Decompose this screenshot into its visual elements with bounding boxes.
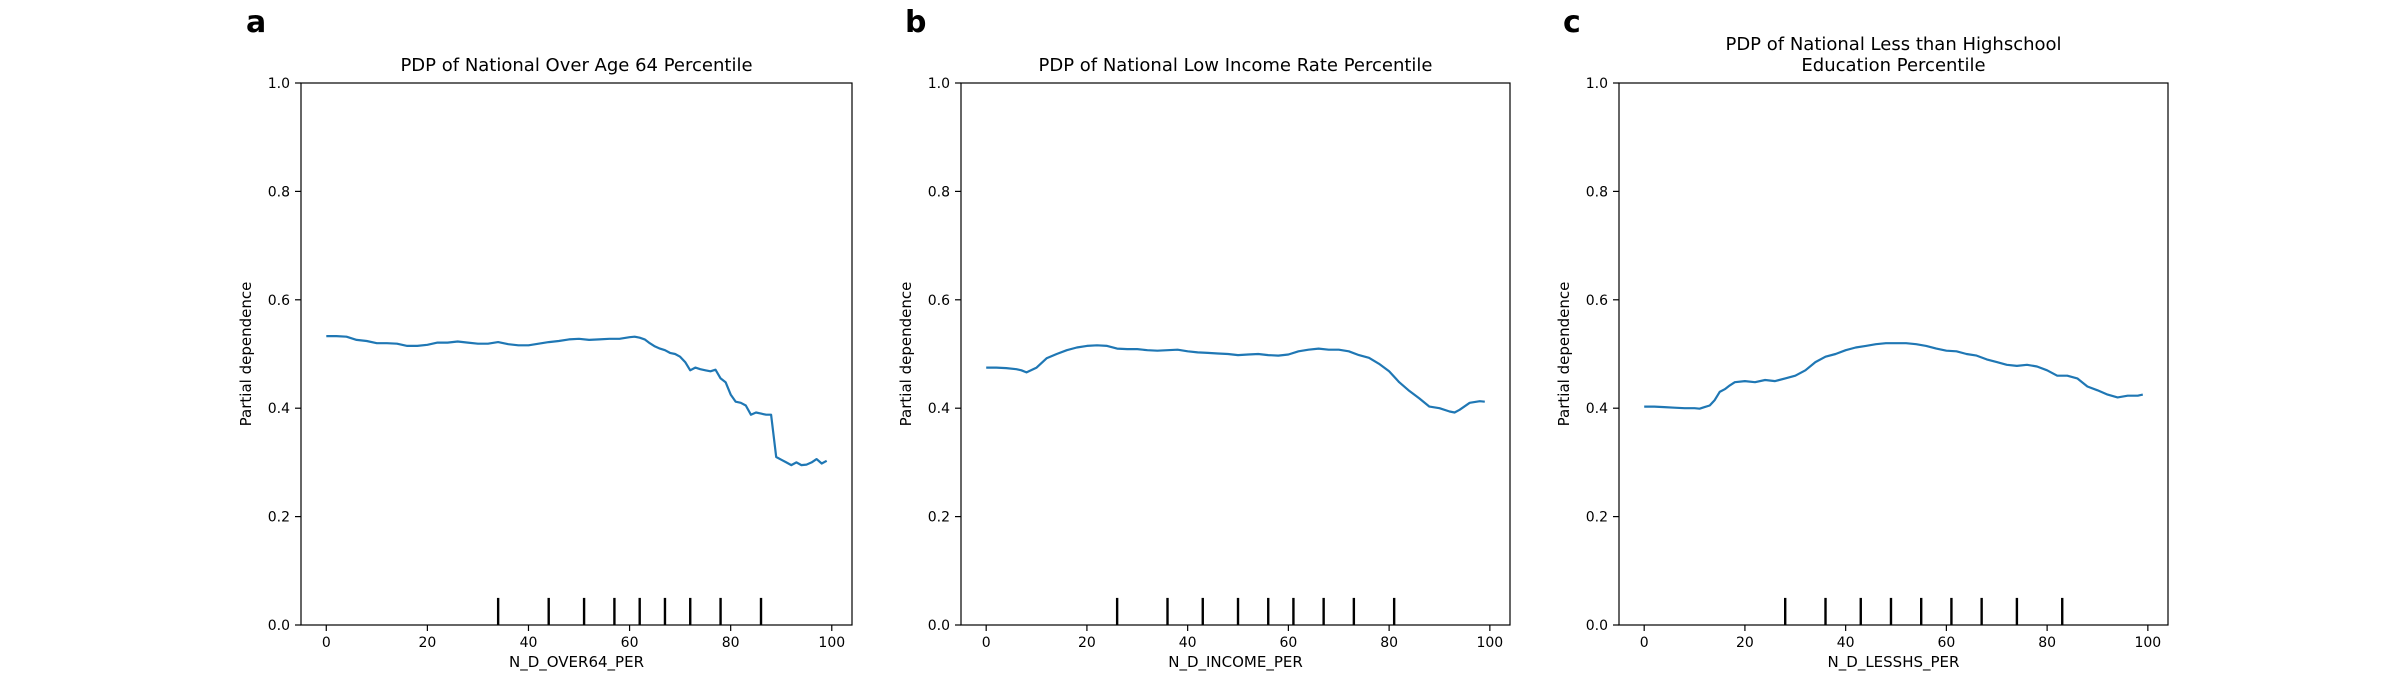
x-tick-label: 40 [1837, 635, 1855, 651]
x-tick-label: 20 [1736, 635, 1754, 651]
x-tick-label: 100 [2134, 635, 2161, 651]
panel-c: c PDP of National Less than HighschoolEdu… [1555, 5, 2169, 672]
plot-frame [300, 82, 853, 626]
y-tick-label: 0.8 [928, 184, 950, 200]
y-tick-label: 1.0 [928, 76, 950, 92]
chart-title: PDP of National Low Income Rate Percenti… [1038, 55, 1432, 76]
y-tick-label: 0.4 [268, 401, 290, 417]
chart-title: PDP of National Less than Highschool [1725, 34, 2061, 55]
y-tick-label: 0.0 [1586, 618, 1608, 634]
x-tick-label: 0 [982, 635, 991, 651]
x-tick-label: 100 [1476, 635, 1503, 651]
panel-letter: c [1563, 5, 1581, 40]
x-axis-label: N_D_INCOME_PER [1168, 653, 1303, 672]
series-line [1644, 342, 2144, 410]
y-axis-label: Partial dependence [897, 282, 915, 427]
x-tick-label: 40 [520, 635, 538, 651]
y-tick-label: 0.2 [268, 510, 290, 526]
x-tick-label: 20 [1078, 635, 1096, 651]
x-tick-label: 60 [1279, 635, 1297, 651]
plot-frame [960, 82, 1511, 626]
plot-frame [1618, 82, 2169, 626]
x-axis-label: N_D_LESSHS_PER [1828, 653, 1960, 672]
x-tick-label: 80 [1380, 635, 1398, 651]
x-tick-label: 80 [2038, 635, 2056, 651]
x-axis-label: N_D_OVER64_PER [509, 653, 644, 672]
x-tick-label: 20 [418, 635, 436, 651]
y-tick-label: 1.0 [268, 76, 290, 92]
x-tick-label: 0 [1640, 635, 1649, 651]
x-tick-label: 40 [1179, 635, 1197, 651]
x-tick-label: 60 [621, 635, 639, 651]
y-tick-label: 0.4 [928, 401, 950, 417]
y-tick-label: 0.8 [1586, 184, 1608, 200]
y-tick-label: 0.6 [928, 293, 950, 309]
y-tick-label: 0.0 [268, 618, 290, 634]
series-line [326, 335, 828, 467]
y-axis-label: Partial dependence [1555, 282, 1573, 427]
y-tick-label: 0.6 [268, 293, 290, 309]
y-tick-label: 0.8 [268, 184, 290, 200]
y-tick-label: 0.0 [928, 618, 950, 634]
panel-letter: a [246, 5, 266, 40]
x-tick-label: 100 [818, 635, 845, 651]
x-tick-label: 80 [722, 635, 740, 651]
panel-letter: b [905, 5, 926, 40]
y-tick-label: 0.4 [1586, 401, 1608, 417]
y-tick-label: 0.2 [928, 510, 950, 526]
panel-b: b PDP of National Low Income Rate Percent… [897, 5, 1511, 672]
panel-a: a PDP of National Over Age 64 Percentile 0… [237, 5, 853, 672]
chart-title: PDP of National Over Age 64 Percentile [400, 55, 752, 76]
chart-title: Education Percentile [1801, 55, 1985, 76]
x-tick-label: 0 [322, 635, 331, 651]
x-tick-label: 60 [1937, 635, 1955, 651]
y-axis-label: Partial dependence [237, 282, 255, 427]
y-tick-label: 0.2 [1586, 510, 1608, 526]
y-tick-label: 0.6 [1586, 293, 1608, 309]
y-tick-label: 1.0 [1586, 76, 1608, 92]
series-line [986, 344, 1485, 414]
